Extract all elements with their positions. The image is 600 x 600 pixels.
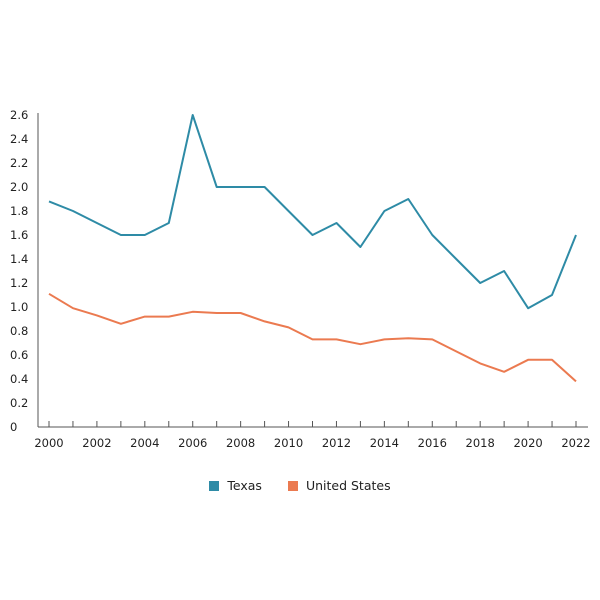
x-axis: 2000 2002 2004 2006 2008 2010 2012 2014 2016 2018… [34,421,591,450]
x-tick-label: 2000 [34,436,63,450]
legend-item-united-states: United States [287,478,391,493]
series-line-texas [48,114,577,310]
y-tick-label: 0.8 [10,324,28,338]
x-tick-label: 2012 [322,436,351,450]
series-layer [48,114,577,383]
y-tick-label: 1.2 [10,276,28,290]
y-tick-label: 2.2 [10,156,28,170]
legend-item-texas: Texas [209,478,262,493]
y-tick-label: 1.0 [10,300,28,314]
x-tick-label: 2020 [513,436,542,450]
y-tick-label: 2.4 [10,132,28,146]
y-tick-label: 1.4 [10,252,28,266]
legend: Texas United States [0,478,600,493]
x-tick-label: 2010 [274,436,303,450]
y-tick-label: 1.6 [10,228,28,242]
y-tick-label: 0 [10,420,17,434]
y-tick-label: 0.6 [10,348,28,362]
y-tick-label: 2.0 [10,180,28,194]
x-tick-label: 2022 [561,436,590,450]
y-axis: 0 0.2 0.4 0.6 0.8 1.0 1.2 1.4 1.6 1.8 2.0 2.2 2.4 2.6 [10,108,39,434]
y-tick-label: 2.6 [10,108,28,122]
x-tick-label: 2008 [226,436,255,450]
x-tick-label: 2006 [178,436,207,450]
legend-swatch-texas [209,480,220,491]
series-line-united-states [48,292,577,383]
x-tick-label: 2016 [418,436,447,450]
y-tick-label: 0.4 [10,372,28,386]
x-tick-label: 2018 [466,436,495,450]
x-tick-label: 2004 [130,436,159,450]
y-tick-label: 1.8 [10,204,28,218]
y-tick-label: 0.2 [10,396,28,410]
legend-label-texas: Texas [227,478,262,493]
legend-swatch-united-states [287,480,298,491]
legend-label-united-states: United States [305,478,391,493]
x-tick-label: 2014 [370,436,399,450]
x-tick-label: 2002 [82,436,111,450]
